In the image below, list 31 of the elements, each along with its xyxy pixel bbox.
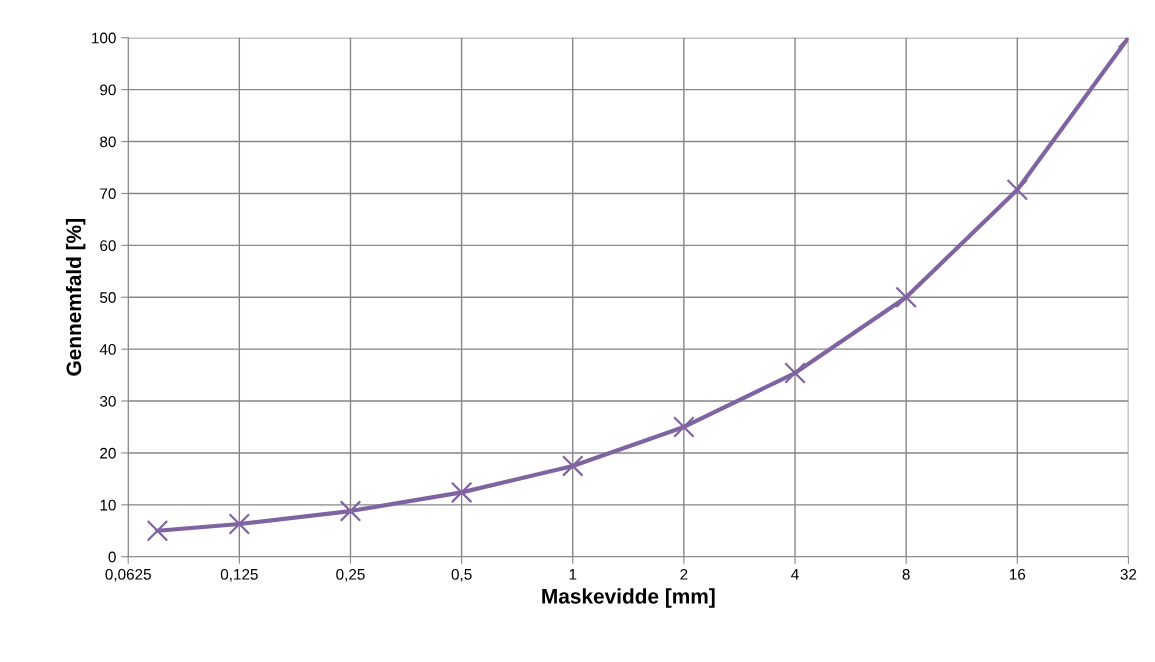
y-tick-label: 50 bbox=[100, 292, 116, 303]
point bbox=[228, 513, 251, 535]
y-tick-label: 90 bbox=[100, 84, 116, 96]
point bbox=[784, 362, 806, 384]
point bbox=[339, 500, 362, 522]
point bbox=[1006, 178, 1029, 201]
y-tick-label: 10 bbox=[100, 499, 116, 511]
y-tick-label: 100 bbox=[92, 32, 116, 44]
x-tick-label: 8 bbox=[902, 568, 910, 580]
x-tick-label: 0,25 bbox=[336, 568, 365, 582]
x-tick-label: 0,125 bbox=[220, 568, 258, 582]
y-tick-label: 80 bbox=[100, 136, 116, 148]
y-tick-label: 20 bbox=[100, 447, 116, 459]
x-tick-label: 1 bbox=[569, 569, 577, 580]
point bbox=[895, 286, 917, 309]
x-tick-label: 2 bbox=[680, 568, 688, 580]
y-axis-title: Gennemfald [%] bbox=[65, 219, 86, 376]
x-tick-label: 32 bbox=[1120, 568, 1137, 580]
point bbox=[561, 455, 584, 477]
x-tick-label: 4 bbox=[791, 569, 799, 580]
point bbox=[450, 481, 473, 504]
y-tick-label: 30 bbox=[99, 395, 116, 407]
y-tick-label: 40 bbox=[99, 344, 116, 355]
x-tick-label: 16 bbox=[1009, 568, 1026, 580]
y-tick-label: 70 bbox=[100, 188, 116, 200]
y-tick-label: 60 bbox=[100, 240, 116, 252]
point bbox=[673, 416, 695, 438]
x-axis-title: Maskevidde [mm] bbox=[542, 588, 715, 608]
x-tick-label: 0,5 bbox=[451, 568, 472, 582]
x-tick-label: 0,0625 bbox=[105, 568, 151, 582]
y-tick-label: 0 bbox=[108, 551, 116, 563]
